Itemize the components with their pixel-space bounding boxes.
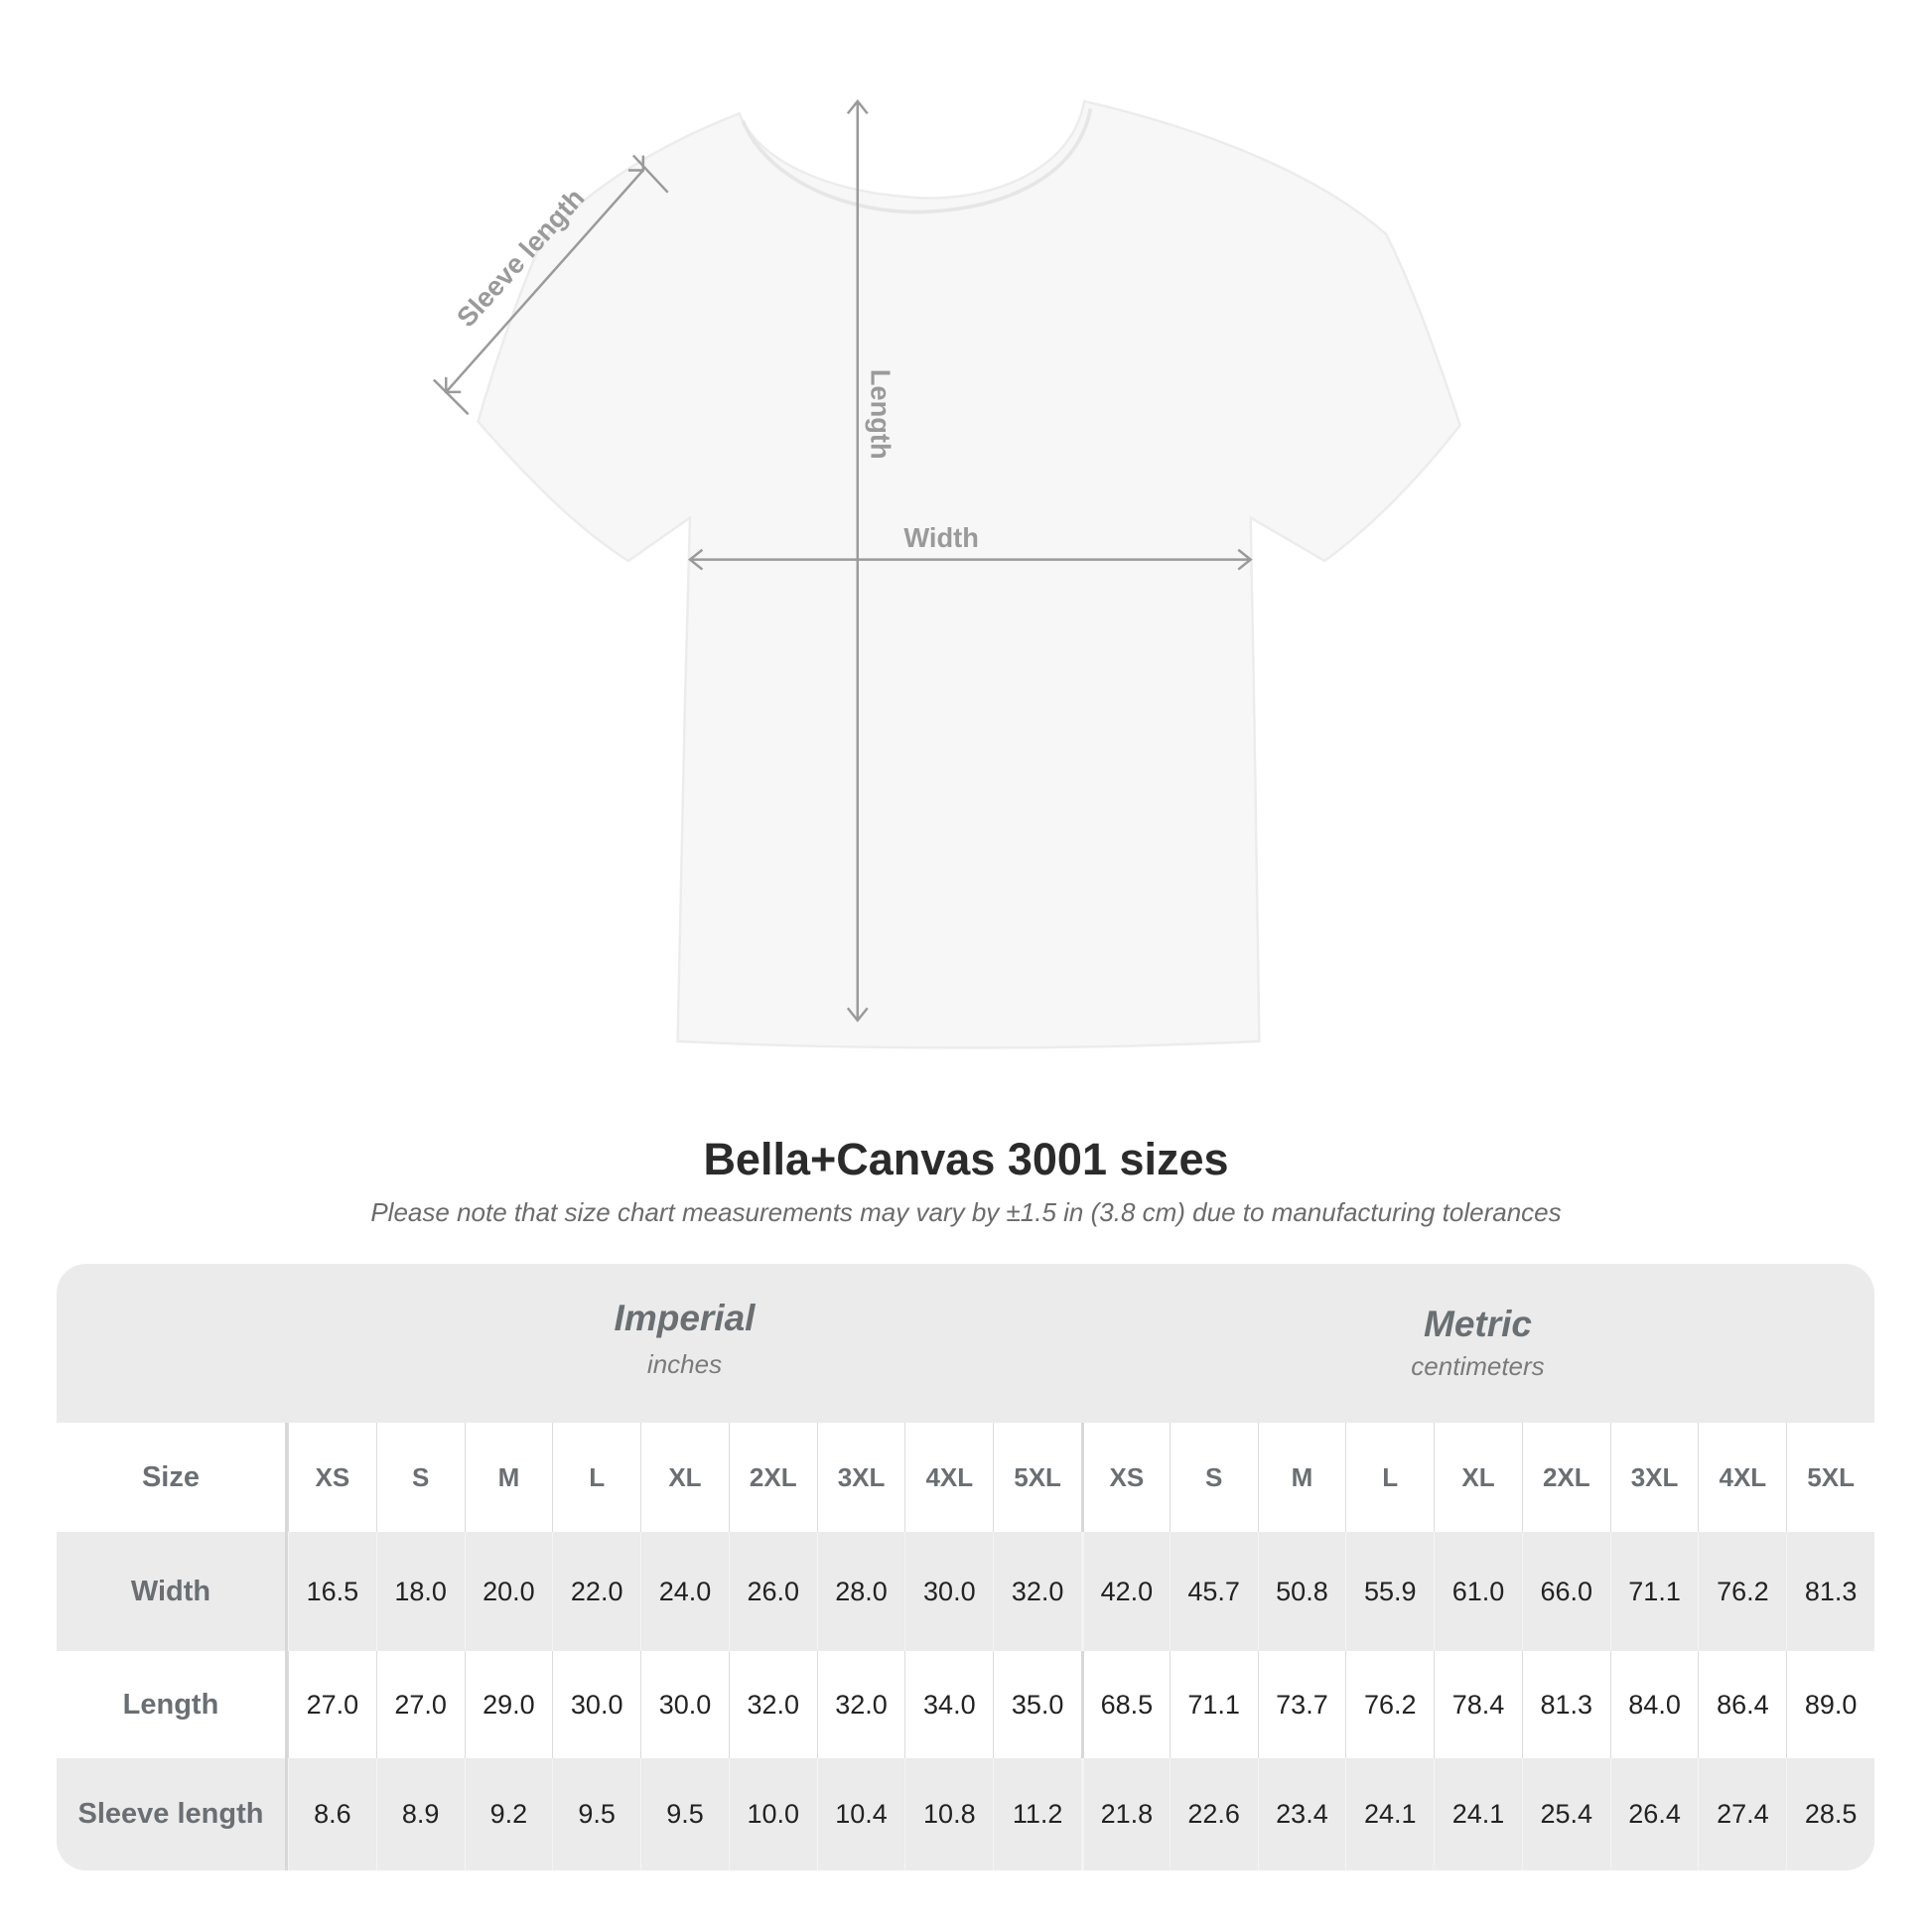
size-header-cell: M xyxy=(464,1423,553,1532)
table-cell: 55.9 xyxy=(1345,1532,1434,1651)
table-cell: 28.5 xyxy=(1786,1758,1874,1870)
table-cell: 28.0 xyxy=(816,1532,905,1651)
table-cell: 27.0 xyxy=(375,1651,465,1758)
table-cell: 89.0 xyxy=(1786,1651,1874,1758)
size-header-cell: S xyxy=(1169,1423,1258,1532)
size-header-cell: M xyxy=(1257,1423,1346,1532)
collar xyxy=(741,108,1093,214)
size-header-cell: L xyxy=(1345,1423,1434,1532)
table-cell: 76.2 xyxy=(1698,1532,1786,1651)
table-cell: 84.0 xyxy=(1609,1651,1699,1758)
table-cell: 30.0 xyxy=(552,1651,640,1758)
imperial-header: Imperial inches xyxy=(288,1264,1081,1456)
table-cell: 61.0 xyxy=(1434,1532,1522,1651)
imperial-label: Imperial xyxy=(614,1298,756,1338)
table-cell: 18.0 xyxy=(375,1532,465,1651)
table-cell: 10.4 xyxy=(816,1758,905,1870)
table-cell: 10.0 xyxy=(728,1758,817,1870)
table-cell: 20.0 xyxy=(464,1532,553,1651)
size-header-cell: 4XL xyxy=(904,1423,993,1532)
metric-label: Metric xyxy=(1424,1304,1532,1344)
size-header-cell: 5XL xyxy=(993,1423,1081,1532)
table-cell: 32.0 xyxy=(816,1651,905,1758)
size-header-cell: 3XL xyxy=(816,1423,905,1532)
table-cell: 30.0 xyxy=(904,1532,993,1651)
metric-header: Metric centimeters xyxy=(1081,1264,1874,1462)
size-header-cell: 2XL xyxy=(728,1423,817,1532)
table-cell: 73.7 xyxy=(1257,1651,1346,1758)
length-label: Length xyxy=(865,369,896,460)
size-header-cell: XS xyxy=(1080,1423,1170,1532)
size-header-cell: 5XL xyxy=(1786,1423,1874,1532)
table-row: Length 27.0 27.0 29.0 30.0 30.0 32.0 32.0 34.0 35… xyxy=(57,1651,1874,1758)
table-cell: 78.4 xyxy=(1434,1651,1522,1758)
table-cell: 30.0 xyxy=(640,1651,729,1758)
sleeve-arrow xyxy=(445,169,644,393)
size-header-cell: S xyxy=(375,1423,465,1532)
row-label: Length xyxy=(57,1651,288,1758)
size-table: Imperial inches Metric centimeters Size X… xyxy=(57,1264,1874,1870)
tshirt-diagram: Sleeve length Length Width xyxy=(432,98,1462,1049)
table-cell: 45.7 xyxy=(1169,1532,1258,1651)
size-header-cell: 4XL xyxy=(1698,1423,1786,1532)
table-cell: 24.1 xyxy=(1345,1758,1434,1870)
imperial-unit: inches xyxy=(646,1349,723,1379)
size-header-cell: L xyxy=(552,1423,640,1532)
tolerance-note: Please note that size chart measurements… xyxy=(370,1197,1562,1227)
table-cell: 76.2 xyxy=(1345,1651,1434,1758)
table-cell: 25.4 xyxy=(1521,1758,1610,1870)
size-header-cell: XL xyxy=(1434,1423,1522,1532)
table-cell: 35.0 xyxy=(993,1651,1081,1758)
table-cell: 32.0 xyxy=(993,1532,1081,1651)
size-header-cell: 2XL xyxy=(1521,1423,1610,1532)
table-row: Sleeve length 8.6 8.9 9.2 9.5 9.5 10.0 10.4 10.8… xyxy=(57,1758,1874,1870)
metric-unit: centimeters xyxy=(1411,1351,1545,1381)
table-cell: 68.5 xyxy=(1080,1651,1170,1758)
table-cell: 10.8 xyxy=(904,1758,993,1870)
size-header-cell: XS xyxy=(287,1423,376,1532)
table-cell: 27.0 xyxy=(287,1651,376,1758)
table-cell: 24.1 xyxy=(1434,1758,1522,1870)
table-cell: 16.5 xyxy=(287,1532,376,1651)
table-cell: 81.3 xyxy=(1521,1651,1610,1758)
table-cell: 32.0 xyxy=(728,1651,817,1758)
table-cell: 29.0 xyxy=(464,1651,553,1758)
tshirt-shape xyxy=(477,99,1462,1049)
table-cell: 34.0 xyxy=(904,1651,993,1758)
size-header-cell: 3XL xyxy=(1609,1423,1699,1532)
table-cell: 21.8 xyxy=(1080,1758,1170,1870)
row-label: Width xyxy=(57,1532,288,1651)
table-cell: 50.8 xyxy=(1257,1532,1346,1651)
table-cell: 71.1 xyxy=(1169,1651,1258,1758)
table-cell: 11.2 xyxy=(993,1758,1081,1870)
row-label: Size xyxy=(57,1423,288,1532)
table-cell: 42.0 xyxy=(1080,1532,1170,1651)
width-label: Width xyxy=(903,522,979,553)
table-cell: 8.9 xyxy=(375,1758,465,1870)
table-cell: 81.3 xyxy=(1786,1532,1874,1651)
size-header-cell: XL xyxy=(640,1423,729,1532)
table-cell: 9.5 xyxy=(640,1758,729,1870)
table-cell: 71.1 xyxy=(1609,1532,1699,1651)
table-cell: 9.2 xyxy=(464,1758,553,1870)
table-cell: 66.0 xyxy=(1521,1532,1610,1651)
table-cell: 86.4 xyxy=(1698,1651,1786,1758)
table-cell: 8.6 xyxy=(287,1758,376,1870)
table-cell: 23.4 xyxy=(1257,1758,1346,1870)
table-row: Width 16.5 18.0 20.0 22.0 24.0 26.0 28.0 30.0 32.… xyxy=(57,1532,1874,1651)
table-cell: 22.6 xyxy=(1169,1758,1258,1870)
table-cell: 9.5 xyxy=(552,1758,640,1870)
page-title: Bella+Canvas 3001 sizes xyxy=(703,1134,1229,1184)
table-cell: 24.0 xyxy=(640,1532,729,1651)
table-cell: 27.4 xyxy=(1698,1758,1786,1870)
row-label: Sleeve length xyxy=(57,1758,288,1870)
table-cell: 26.4 xyxy=(1609,1758,1699,1870)
table-cell: 26.0 xyxy=(728,1532,817,1651)
table-cell: 22.0 xyxy=(552,1532,640,1651)
size-header-row: Size XS S M L XL 2XL 3XL 4XL 5XL XS S M L XL 2XL 3XL 4XL 5… xyxy=(57,1423,1874,1532)
